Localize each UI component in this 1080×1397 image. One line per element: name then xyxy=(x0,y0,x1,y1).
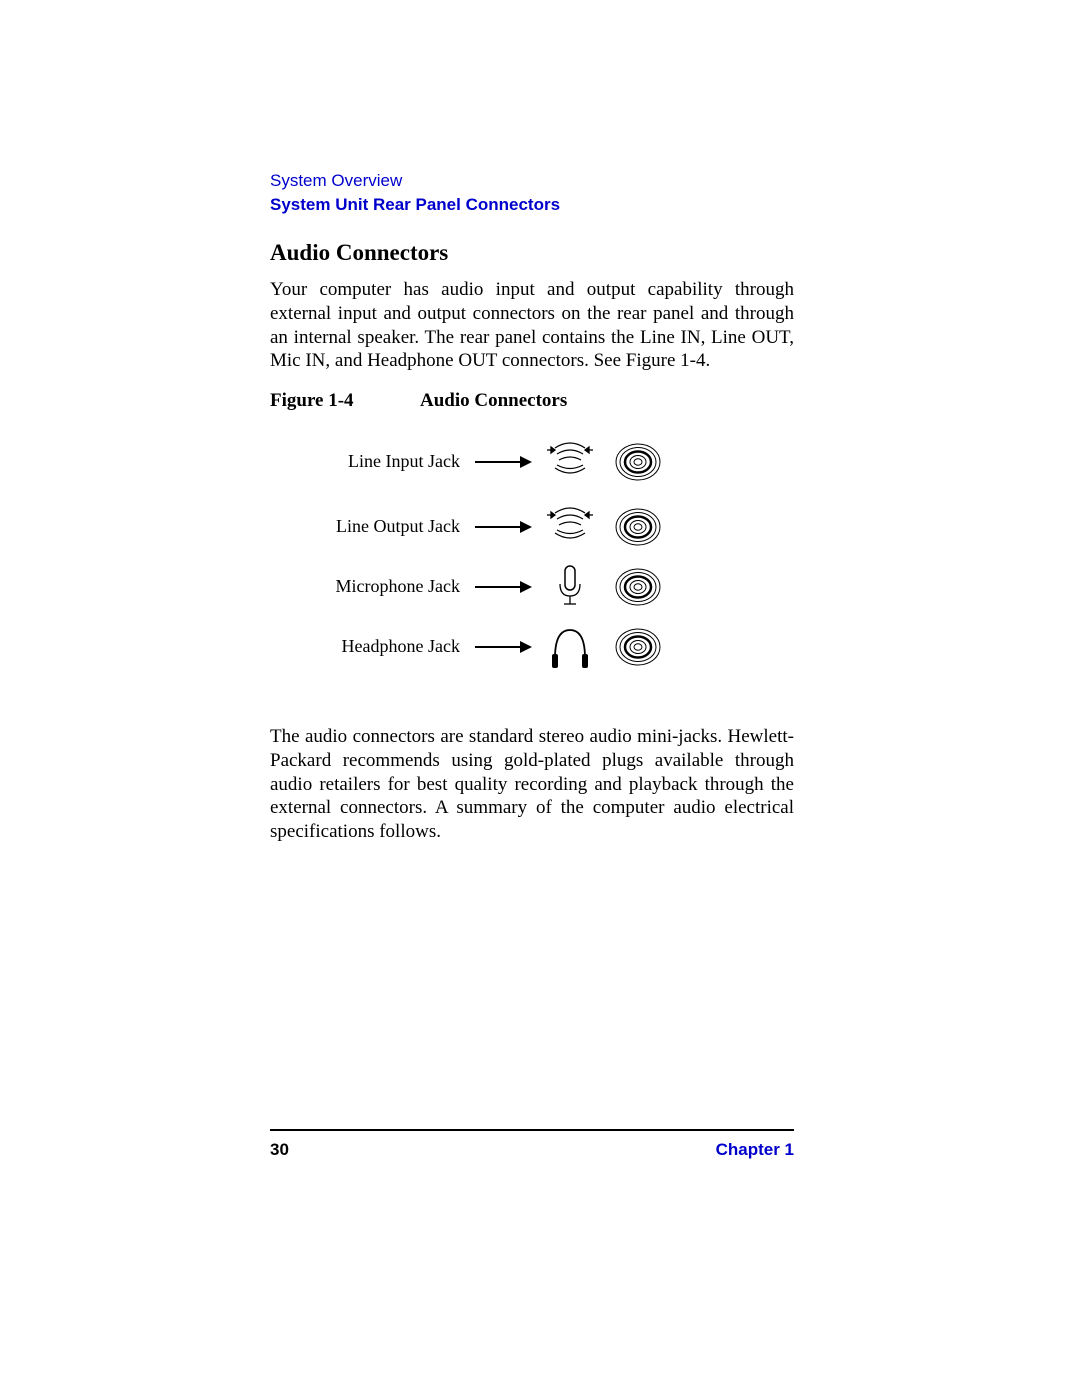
chapter-link[interactable]: Chapter 1 xyxy=(716,1140,794,1160)
page-footer: 30 Chapter 1 xyxy=(270,1140,794,1160)
arrow-icon xyxy=(475,646,530,648)
page: System Overview System Unit Rear Panel C… xyxy=(0,0,1080,1397)
figure-title: Audio Connectors xyxy=(420,390,567,412)
audio-jack-icon xyxy=(615,624,661,670)
audio-jack-icon xyxy=(615,564,661,610)
figure-label: Figure 1-4 xyxy=(270,390,354,412)
paragraph-details: The audio connectors are standard stereo… xyxy=(270,725,794,844)
line-io-icon xyxy=(545,500,595,550)
audio-jack-icon xyxy=(615,439,661,485)
headphone-icon xyxy=(545,620,595,670)
arrow-icon xyxy=(475,461,530,463)
figure-row-microphone: Microphone Jack xyxy=(310,560,790,615)
figure-row-headphone: Headphone Jack xyxy=(310,620,790,675)
figure-row-line-output: Line Output Jack xyxy=(310,500,790,555)
figure-row-label: Headphone Jack xyxy=(310,636,460,657)
figure-row-label: Microphone Jack xyxy=(310,576,460,597)
figure-row-label: Line Output Jack xyxy=(310,516,460,537)
paragraph-intro: Your computer has audio input and output… xyxy=(270,278,794,373)
line-io-icon xyxy=(545,435,595,485)
header-breadcrumb-2: System Unit Rear Panel Connectors xyxy=(270,194,560,216)
footer-rule xyxy=(270,1129,794,1131)
running-header: System Overview System Unit Rear Panel C… xyxy=(270,170,560,216)
microphone-icon xyxy=(545,560,595,610)
figure-row-label: Line Input Jack xyxy=(310,451,460,472)
header-breadcrumb-1: System Overview xyxy=(270,170,560,192)
audio-jack-icon xyxy=(615,504,661,550)
figure-audio-connectors: Line Input Jack xyxy=(310,435,790,695)
arrow-icon xyxy=(475,526,530,528)
page-number: 30 xyxy=(270,1140,289,1159)
arrow-icon xyxy=(475,586,530,588)
figure-row-line-input: Line Input Jack xyxy=(310,435,790,490)
section-heading: Audio Connectors xyxy=(270,240,448,266)
